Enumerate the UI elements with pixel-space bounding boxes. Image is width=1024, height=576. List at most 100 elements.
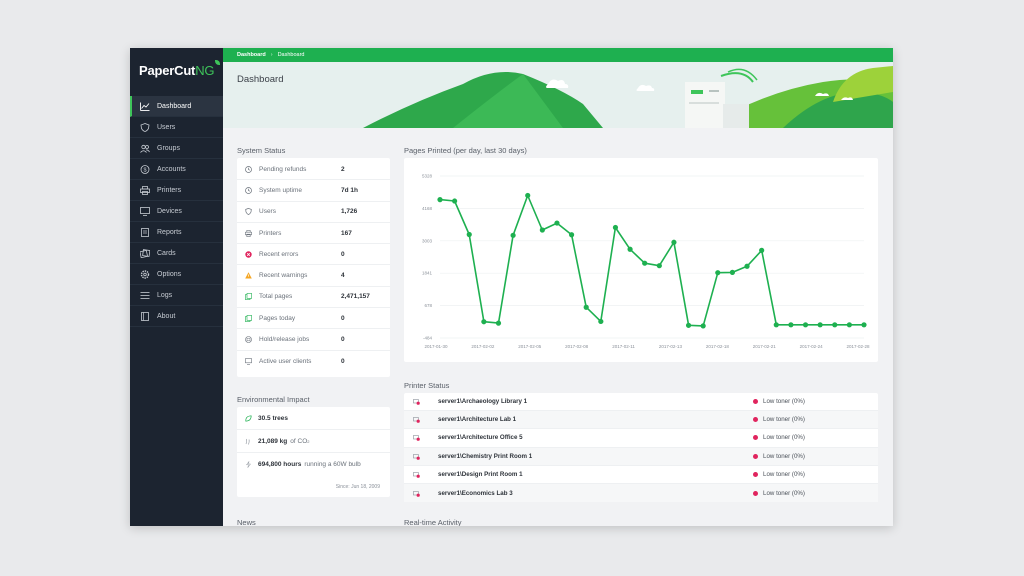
sidebar-item-users[interactable]: Users xyxy=(130,117,223,138)
data-point[interactable] xyxy=(583,304,589,310)
environmental-impact-card: 30.5 trees 21,089 kg of CO 2 694,800 hour… xyxy=(237,407,390,497)
status-row-pending-refunds[interactable]: Pending refunds 2 xyxy=(237,159,390,181)
chevron-right-icon: › xyxy=(270,52,273,58)
sidebar-item-label: Devices xyxy=(157,207,182,215)
data-point[interactable] xyxy=(539,227,545,233)
data-point[interactable] xyxy=(788,322,794,328)
y-tick-label: 4168 xyxy=(422,206,433,211)
printer-name[interactable]: server1\Economics Lab 3 xyxy=(438,489,513,497)
data-point[interactable] xyxy=(817,322,823,328)
papercut-logo[interactable]: PaperCutNG xyxy=(139,60,221,78)
printer-row[interactable]: server1\Chemistry Print Room 1 Low toner… xyxy=(404,447,878,466)
co2-icon xyxy=(245,438,254,445)
status-row-users[interactable]: Users 1,726 xyxy=(237,202,390,223)
system-status-title: System Status xyxy=(237,146,286,155)
sidebar-item-groups[interactable]: Groups xyxy=(130,138,223,159)
data-point[interactable] xyxy=(481,319,487,325)
printer-status-text: Low toner (0%) xyxy=(763,398,805,406)
data-point[interactable] xyxy=(525,192,531,199)
sidebar-item-reports[interactable]: Reports xyxy=(130,222,223,243)
breadcrumb: Dashboard › Dashboard xyxy=(223,48,893,62)
sidebar-item-dashboard[interactable]: Dashboard xyxy=(130,96,223,117)
data-point[interactable] xyxy=(671,239,677,245)
data-point[interactable] xyxy=(437,197,443,203)
data-point[interactable] xyxy=(700,323,706,329)
sidebar-item-about[interactable]: About xyxy=(130,306,223,327)
data-point[interactable] xyxy=(744,263,750,269)
data-point[interactable] xyxy=(495,320,502,326)
data-point[interactable] xyxy=(452,198,458,204)
data-point[interactable] xyxy=(759,247,765,253)
sidebar-item-printers[interactable]: Printers xyxy=(130,180,223,201)
page-header: Dashboard xyxy=(223,62,893,128)
sidebar-item-label: Printers xyxy=(157,186,182,194)
printer-row[interactable]: server1\Economics Lab 3 Low toner (0%) xyxy=(404,483,878,503)
sidebar-item-cards[interactable]: Cards xyxy=(130,243,223,264)
printer-name[interactable]: server1\Design Print Room 1 xyxy=(438,470,523,478)
breadcrumb-item-dashboard[interactable]: Dashboard xyxy=(237,52,266,58)
news-title: News xyxy=(237,518,256,526)
printer-name[interactable]: server1\Architecture Lab 1 xyxy=(438,416,517,424)
status-value: 0 xyxy=(341,336,345,344)
status-value: 0 xyxy=(341,314,345,322)
status-row-active-user-clients[interactable]: Active user clients 0 xyxy=(237,351,390,372)
printer-row[interactable]: server1\Architecture Office 5 Low toner … xyxy=(404,429,878,448)
printer-row[interactable]: server1\Archaeology Library 1 Low toner … xyxy=(404,393,878,412)
status-row-hold-release-jobs[interactable]: Hold/release jobs 0 xyxy=(237,329,390,351)
data-point[interactable] xyxy=(846,322,852,328)
status-label: System uptime xyxy=(259,186,302,194)
sidebar-item-accounts[interactable]: $ Accounts xyxy=(130,159,223,180)
printer-name[interactable]: server1\Archaeology Library 1 xyxy=(438,398,528,406)
reports-icon xyxy=(140,227,150,237)
y-tick-label: 5328 xyxy=(422,174,433,179)
status-row-recent-errors[interactable]: Recent errors 0 xyxy=(237,244,390,266)
data-point[interactable] xyxy=(861,322,867,328)
data-point[interactable] xyxy=(554,220,560,226)
status-row-pages-today[interactable]: Pages today 0 xyxy=(237,308,390,330)
logo-text: PaperCut xyxy=(139,63,196,78)
breadcrumb-current: Dashboard xyxy=(277,52,305,58)
data-point[interactable] xyxy=(656,263,662,269)
sidebar-item-label: Options xyxy=(157,270,182,278)
status-row-system-uptime[interactable]: System uptime 7d 1h xyxy=(237,180,390,202)
sidebar-item-logs[interactable]: Logs xyxy=(130,285,223,306)
printer-row[interactable]: server1\Design Print Room 1 Low toner (0… xyxy=(404,466,878,484)
data-point[interactable] xyxy=(642,260,648,266)
data-point[interactable] xyxy=(729,269,736,275)
data-point[interactable] xyxy=(466,231,472,238)
sidebar-item-label: Logs xyxy=(157,291,173,299)
sidebar-item-devices[interactable]: Devices xyxy=(130,201,223,222)
x-tick-label: 2017-02-21 xyxy=(753,344,777,349)
data-point[interactable] xyxy=(773,322,779,328)
data-point[interactable] xyxy=(832,322,838,328)
sidebar-nav: Dashboard Users Groups $ Accounts Printe… xyxy=(130,96,223,327)
hours-value: 694,800 hours xyxy=(258,461,302,468)
status-row-printers[interactable]: Printers 167 xyxy=(237,223,390,245)
data-point[interactable] xyxy=(627,246,633,252)
y-tick-label: -484 xyxy=(423,336,433,341)
data-point[interactable] xyxy=(715,270,721,276)
status-value: 0 xyxy=(341,250,345,258)
clock-icon xyxy=(245,165,254,173)
page-title: Dashboard xyxy=(237,74,284,85)
lightning-icon xyxy=(245,461,254,468)
printer-name[interactable]: server1\Architecture Office 5 xyxy=(438,434,523,442)
data-point[interactable] xyxy=(685,322,692,328)
sidebar-item-options[interactable]: Options xyxy=(130,264,223,285)
status-value: 167 xyxy=(341,229,352,237)
status-row-total-pages[interactable]: Total pages 2,471,157 xyxy=(237,287,390,309)
x-tick-label: 2017-02-28 xyxy=(846,344,870,349)
co2-subscript: 2 xyxy=(307,438,310,444)
data-point[interactable] xyxy=(568,232,575,238)
data-point[interactable] xyxy=(598,318,604,325)
printer-row[interactable]: server1\Architecture Lab 1 Low toner (0%… xyxy=(404,411,878,430)
data-point[interactable] xyxy=(802,322,809,328)
x-tick-label: 2017-02-24 xyxy=(800,344,824,349)
status-row-recent-warnings[interactable]: Recent warnings 4 xyxy=(237,265,390,287)
data-point[interactable] xyxy=(612,224,619,231)
printer-name[interactable]: server1\Chemistry Print Room 1 xyxy=(438,452,533,460)
data-point[interactable] xyxy=(510,232,516,238)
env-row-co2: 21,089 kg of CO 2 xyxy=(237,430,390,453)
printer-alert-icon xyxy=(413,490,421,497)
shield-icon xyxy=(245,208,254,216)
